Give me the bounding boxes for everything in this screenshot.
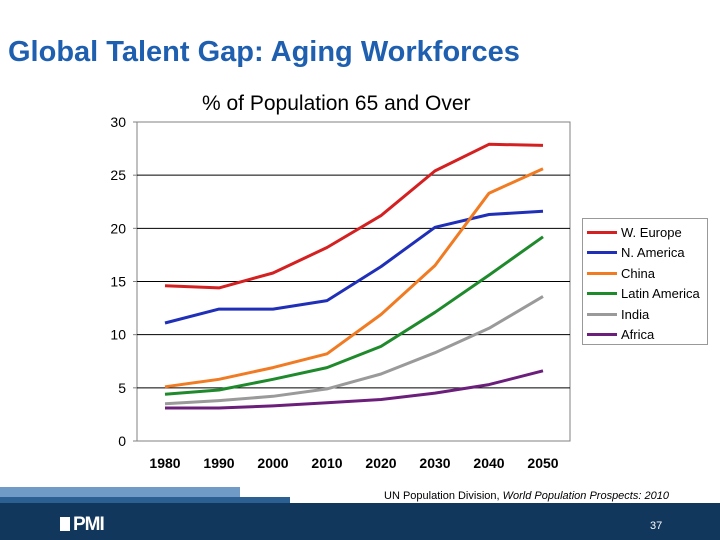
legend-item: N. America — [583, 243, 707, 264]
legend-swatch — [587, 230, 617, 234]
legend-item: India — [583, 304, 707, 325]
legend-swatch — [587, 292, 617, 296]
x-tick-label: 2010 — [311, 455, 342, 471]
x-tick-label: 2050 — [527, 455, 558, 471]
y-tick-label: 5 — [118, 380, 126, 396]
logo-text: PMI — [73, 514, 105, 535]
footer-band — [0, 503, 720, 540]
legend-item: China — [583, 263, 707, 284]
x-tick-label: 2030 — [419, 455, 450, 471]
y-tick-label: 0 — [118, 433, 126, 449]
x-tick-label: 1990 — [203, 455, 234, 471]
x-tick-label: 1980 — [149, 455, 180, 471]
legend-swatch — [587, 251, 617, 255]
page-number: 37 — [650, 520, 663, 532]
legend-label: Latin America — [621, 286, 700, 302]
x-tick-label: 2040 — [473, 455, 504, 471]
y-tick-label: 15 — [110, 274, 126, 290]
legend-label: W. Europe — [621, 224, 682, 240]
source-title: World Population Prospects: 2010 — [502, 490, 669, 502]
series-line-n-america — [164, 209, 544, 325]
chart-legend: W. Europe N. America China Latin America Ind… — [582, 218, 708, 345]
series-line-india — [164, 295, 544, 406]
x-tick-label: 2000 — [257, 455, 288, 471]
legend-label: China — [621, 265, 655, 281]
series-line-latin-america — [164, 235, 544, 396]
slide-title: Global Talent Gap: Aging Workforces — [8, 36, 520, 68]
pmi-logo: PMI — [60, 514, 105, 536]
x-tick-label: 2020 — [365, 455, 396, 471]
legend-label: N. America — [621, 245, 685, 261]
series-line-w-europe — [164, 142, 544, 290]
series-line-china — [164, 167, 544, 389]
legend-label: Africa — [621, 327, 655, 343]
legend-item: Latin America — [583, 284, 707, 305]
logo-mark-icon — [60, 517, 70, 531]
legend-label: India — [621, 306, 650, 322]
legend-swatch — [587, 333, 617, 337]
series-line-africa — [165, 369, 544, 410]
footer-accent-mid — [0, 497, 290, 503]
chart-title: % of Population 65 and Over — [202, 92, 471, 115]
y-tick-label: 25 — [110, 167, 126, 183]
source-prefix: UN Population Division, — [384, 490, 503, 502]
legend-item: Africa — [583, 325, 707, 346]
legend-swatch — [587, 312, 617, 316]
y-tick-label: 30 — [110, 114, 126, 130]
legend-item: W. Europe — [583, 222, 707, 243]
legend-swatch — [587, 271, 617, 275]
y-tick-label: 20 — [110, 220, 126, 236]
y-tick-label: 10 — [110, 327, 126, 343]
source-citation: UN Population Division, World Population… — [384, 490, 669, 502]
